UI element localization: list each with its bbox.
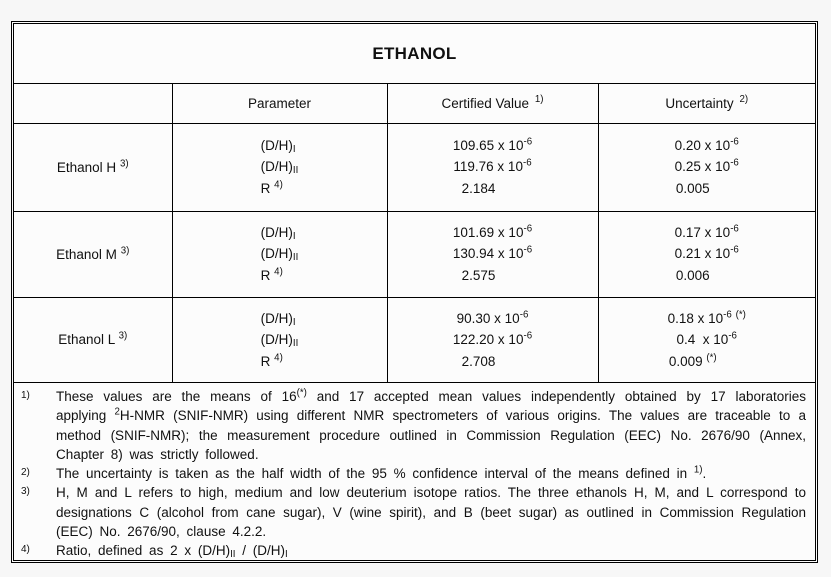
certified-value: 130.94 x 10-6 — [452, 244, 533, 262]
title-text: ETHANOL — [372, 43, 457, 63]
parameter-value: (D/H)II — [260, 332, 299, 349]
footnote: 2) The uncertainty is taken as the half … — [14, 464, 806, 483]
uncertainty-value: 0.21 x 10-6 — [674, 244, 739, 262]
header-uncertainty-label: Uncertainty 2) — [665, 94, 749, 111]
uncertainty-value: 0.005 — [675, 180, 710, 196]
row-label: Ethanol H 3) — [56, 158, 129, 175]
footnote: 4) Ratio, defined as 2 x (D/H)II / (D/H)… — [14, 541, 806, 560]
uncertainty-value: 0.17 x 10-6 — [674, 223, 739, 240]
uncertainty-cell: 0.20 x 10-6 0.25 x 10-6 0.005 — [597, 122, 816, 212]
certificate-table: ETHANOL Parameter Certified Value 1) Unc… — [11, 21, 818, 563]
footnote-text: Ratio, defined as 2 x (D/H)II / (D/H)I — [56, 543, 288, 560]
header-certified-value: Certified Value 1) — [386, 83, 599, 124]
uncertainty-value: 0.009 (*) — [668, 352, 717, 369]
parameter-list: (D/H)I (D/H)II R 4) — [261, 308, 299, 373]
footnote-text: H, M and L refers to high, medium and lo… — [56, 485, 806, 540]
header-uncertainty: Uncertainty 2) — [597, 83, 816, 124]
certified-value: 2.708 — [461, 353, 496, 369]
uncertainty-value: 0.20 x 10-6 — [674, 136, 739, 153]
table-row-ethanol-l: Ethanol L 3) (D/H)I (D/H)II R 4) 90.30 x… — [13, 296, 816, 383]
parameter-list: (D/H)I (D/H)II R 4) — [261, 135, 299, 200]
table-row-ethanol-h: Ethanol H 3) (D/H)I (D/H)II R 4) 109.65 … — [13, 122, 816, 212]
footnote-marker: 3) — [21, 486, 30, 498]
parameter-value: (D/H)I — [260, 310, 296, 328]
uncertainty-value: 0.25 x 10-6 — [674, 157, 739, 175]
parameter-cell: (D/H)I (D/H)II R 4) — [171, 210, 388, 298]
parameter-value: (D/H)I — [260, 224, 296, 242]
header-row: Parameter Certified Value 1) Uncertainty… — [13, 83, 816, 124]
row-label: Ethanol L 3) — [58, 330, 128, 348]
footnote-marker: 1) — [21, 390, 30, 401]
certified-value-cell: 101.69 x 10-6 130.94 x 10-6 2.575 — [386, 210, 599, 298]
footnote-text: The uncertainty is taken as the half wid… — [56, 464, 707, 482]
parameter-value: R 4) — [260, 179, 283, 196]
footnote-marker: 2) — [21, 467, 30, 479]
parameter-cell: (D/H)I (D/H)II R 4) — [171, 122, 388, 212]
uncertainty-value: 0.006 — [675, 267, 710, 283]
parameter-cell: (D/H)I (D/H)II R 4) — [171, 296, 388, 383]
header-parameter: Parameter — [171, 83, 388, 124]
table-title: ETHANOL — [14, 24, 815, 84]
row-label-cell: Ethanol H 3) — [13, 122, 173, 212]
certified-value: 90.30 x 10-6 — [456, 309, 529, 326]
header-blank-cell — [13, 83, 173, 124]
row-label-cell: Ethanol M 3) — [13, 210, 173, 298]
certified-value-cell: 109.65 x 10-6 119.76 x 10-6 2.184 — [386, 122, 599, 212]
footnote: 1) These values are the means of 16(*) a… — [14, 387, 806, 464]
header-certified-value-label: Certified Value 1) — [441, 94, 544, 111]
certified-value-cell: 90.30 x 10-6 122.20 x 10-6 2.708 — [386, 296, 599, 383]
footnote: 3) H, M and L refers to high, medium and… — [14, 483, 806, 541]
parameter-value: (D/H)I — [260, 137, 296, 155]
certified-value: 101.69 x 10-6 — [452, 223, 533, 240]
certified-value: 119.76 x 10-6 — [453, 157, 532, 175]
row-label-cell: Ethanol L 3) — [13, 296, 173, 383]
certified-value: 109.65 x 10-6 — [452, 136, 533, 153]
data-table: Parameter Certified Value 1) Uncertainty… — [13, 83, 816, 383]
parameter-value: R 4) — [260, 266, 283, 283]
certified-value: 122.20 x 10-6 — [452, 330, 533, 347]
parameter-value: R 4) — [260, 352, 283, 369]
row-label: Ethanol M 3) — [56, 245, 130, 262]
footnotes-section: 1) These values are the means of 16(*) a… — [14, 382, 815, 560]
parameter-value: (D/H)II — [260, 159, 299, 177]
table-row-ethanol-m: Ethanol M 3) (D/H)I (D/H)II R 4) 101.69 … — [13, 210, 816, 298]
uncertainty-value: 0.18 x 10-6 (*) — [667, 309, 746, 326]
uncertainty-cell: 0.18 x 10-6 (*) 0.4 x 10-6 0.009 (*) — [597, 296, 816, 383]
footnote-marker: 4) — [21, 544, 30, 556]
certified-value: 2.184 — [461, 180, 496, 196]
header-parameter-label: Parameter — [247, 95, 312, 111]
footnote-text: These values are the means of 16(*) and … — [56, 387, 806, 462]
uncertainty-value: 0.4 x 10-6 — [676, 330, 737, 347]
parameter-list: (D/H)I (D/H)II R 4) — [261, 222, 299, 287]
certified-value: 2.575 — [461, 267, 496, 283]
parameter-value: (D/H)II — [260, 246, 299, 264]
uncertainty-cell: 0.17 x 10-6 0.21 x 10-6 0.006 — [597, 210, 816, 298]
